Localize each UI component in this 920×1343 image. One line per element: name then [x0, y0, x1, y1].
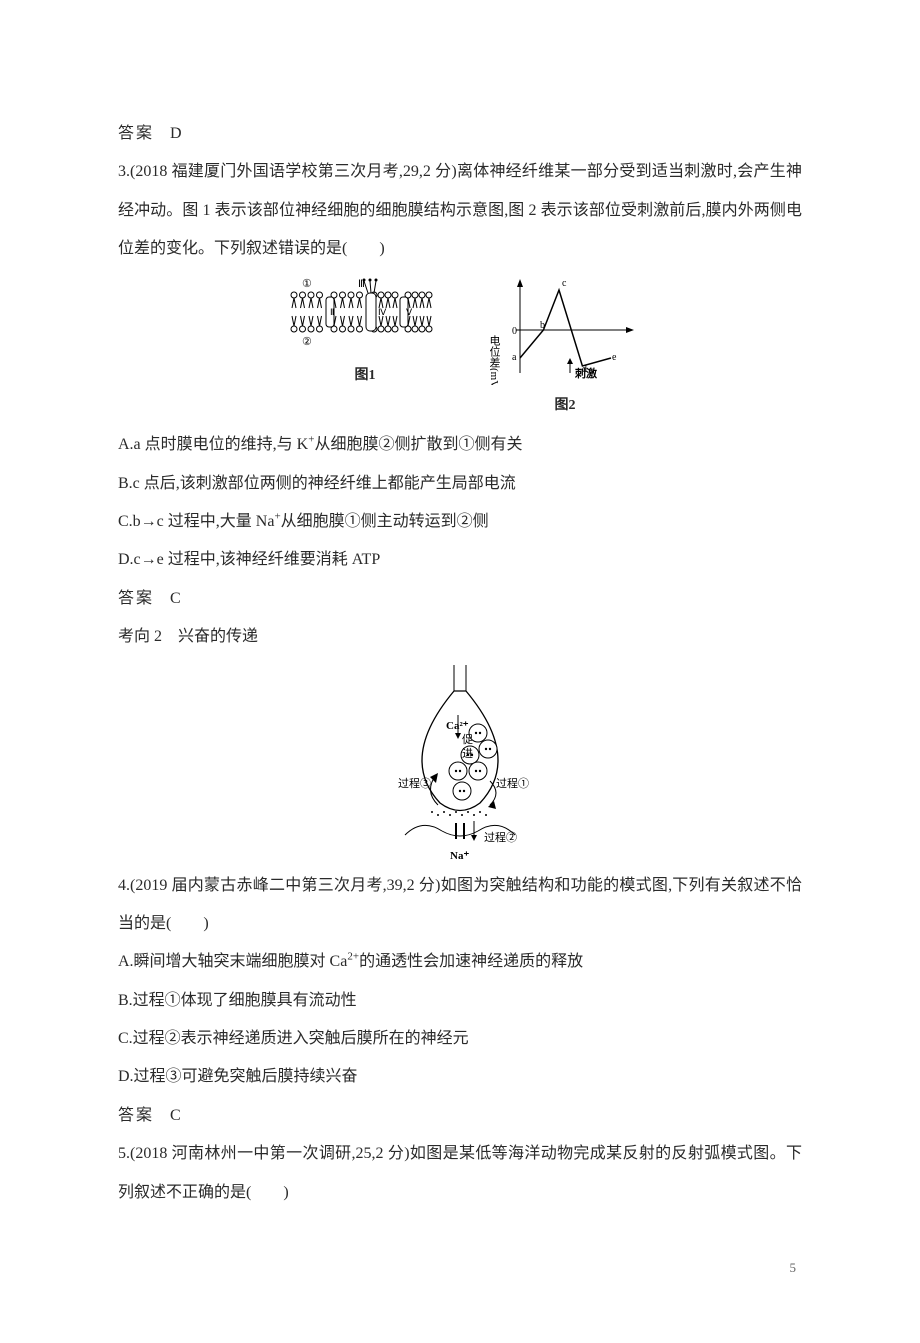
svg-text:a: a — [512, 352, 517, 363]
svg-text:②: ② — [302, 336, 312, 348]
q3-option-a: A.a 点时膜电位的维持,与 K+从细胞膜②侧扩散到①侧有关 — [118, 426, 802, 464]
figure-1: ① ② Ⅲ Ⅳ Ⅴ Ⅱ 图1 — [280, 275, 450, 423]
membrane-diagram: ① ② Ⅲ Ⅳ Ⅴ Ⅱ — [280, 275, 450, 355]
answer-value: D — [170, 125, 182, 142]
subheading: 考向 2 兴奋的传递 — [118, 618, 802, 656]
svg-text:b: b — [540, 320, 545, 331]
q4-option-c: C.过程②表示神经递质进入突触后膜所在的神经元 — [118, 1020, 802, 1058]
synapse-diagram: Ca²⁺促进过程③ 过程① 过程② Na⁺ — [365, 663, 555, 863]
svg-text:过程②: 过程② — [484, 831, 517, 844]
figure-2: abcde0电位差(mV)刺激 图2 — [490, 275, 640, 423]
q4-stem: 4.(2019 届内蒙古赤峰二中第三次月考,39,2 分)如图为突触结构和功能的… — [118, 867, 802, 944]
svg-text:e: e — [612, 352, 617, 363]
q3-option-c: C.b→c 过程中,大量 Na+从细胞膜①侧主动转运到②侧 — [118, 503, 802, 541]
svg-text:刺激: 刺激 — [574, 366, 597, 380]
q3-figures: ①②ⅢⅣⅤⅡ 图1 abcde0电位差(mV)刺激 图2 — [118, 275, 802, 423]
answer-label: 答案 — [118, 125, 154, 142]
svg-text:过程①: 过程① — [496, 777, 529, 790]
svg-text:Ca²⁺: Ca²⁺ — [446, 720, 469, 732]
q5-stem: 5.(2018 河南林州一中第一次调研,25,2 分)如图是某低等海洋动物完成某… — [118, 1135, 802, 1212]
q4-option-b: B.过程①体现了细胞膜具有流动性 — [118, 982, 802, 1020]
svg-text:促: 促 — [462, 732, 473, 746]
q3-option-d: D.c→e 过程中,该神经纤维要消耗 ATP — [118, 541, 802, 579]
svg-text:过程③: 过程③ — [398, 777, 431, 790]
svg-text:Ⅱ: Ⅱ — [330, 307, 334, 317]
svg-text:①: ① — [302, 278, 312, 290]
svg-text:c: c — [562, 278, 567, 289]
q3-stem: 3.(2018 福建厦门外国语学校第三次月考,29,2 分)离体神经纤维某一部分… — [118, 153, 802, 268]
page-number: 5 — [118, 1252, 802, 1283]
q4-answer: 答案 C — [118, 1097, 802, 1135]
svg-text:Ⅴ: Ⅴ — [406, 307, 413, 317]
svg-text:Ⅲ: Ⅲ — [358, 279, 365, 290]
q2-answer: 答案 D — [118, 115, 802, 153]
svg-text:Na⁺: Na⁺ — [450, 850, 469, 862]
svg-text:0: 0 — [512, 326, 517, 337]
svg-text:电位差(mV): 电位差(mV) — [490, 334, 501, 384]
q3-answer: 答案 C — [118, 580, 802, 618]
q4-option-d: D.过程③可避免突触后膜持续兴奋 — [118, 1058, 802, 1096]
fig1-caption: 图1 — [355, 359, 376, 393]
fig2-caption: 图2 — [555, 389, 576, 423]
q4-option-a: A.瞬间增大轴突末端细胞膜对 Ca2+的通透性会加速神经递质的释放 — [118, 943, 802, 981]
q3-option-b: B.c 点后,该刺激部位两侧的神经纤维上都能产生局部电流 — [118, 465, 802, 503]
potential-chart: abcde0电位差(mV)刺激 — [490, 275, 640, 385]
svg-text:Ⅳ: Ⅳ — [378, 307, 387, 317]
svg-text:进: 进 — [462, 747, 473, 760]
q4-figure: Ca²⁺促进过程③ 过程① 过程② Na⁺ — [118, 663, 802, 863]
